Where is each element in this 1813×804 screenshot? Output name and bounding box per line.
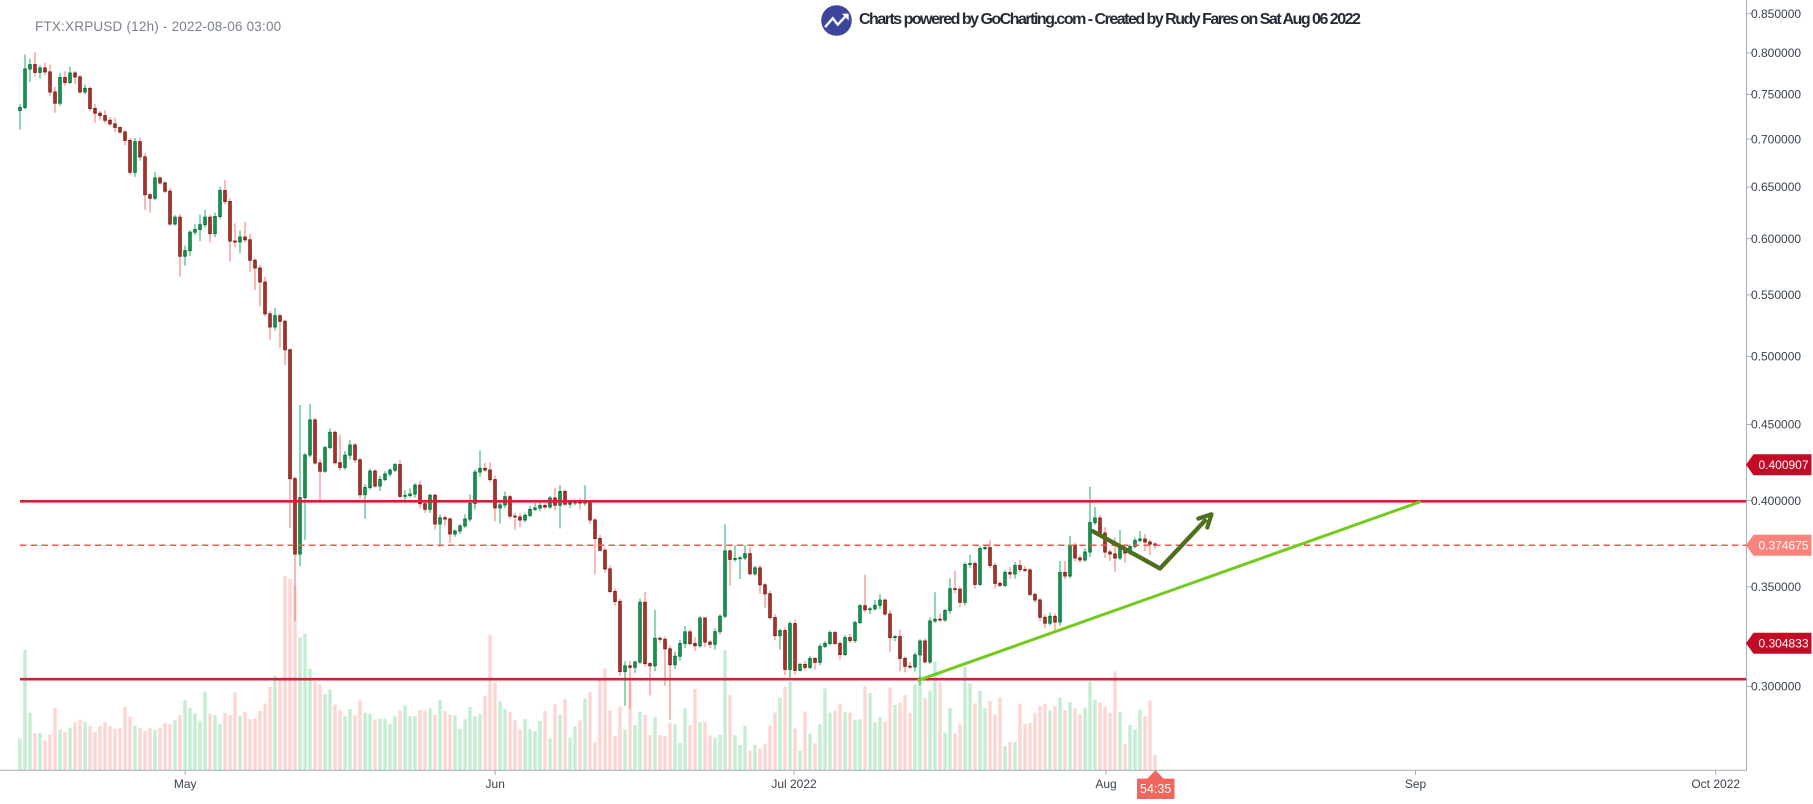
svg-text:0.700000: 0.700000	[1751, 132, 1801, 146]
svg-text:0.350000: 0.350000	[1751, 580, 1801, 594]
svg-text:0.850000: 0.850000	[1751, 7, 1801, 21]
svg-text:Aug: Aug	[1095, 777, 1116, 791]
svg-text:0.400000: 0.400000	[1751, 494, 1801, 508]
svg-text:0.400907: 0.400907	[1758, 458, 1808, 472]
svg-text:Oct 2022: Oct 2022	[1691, 777, 1740, 791]
svg-text:0.550000: 0.550000	[1751, 288, 1801, 302]
svg-text:54:35: 54:35	[1140, 782, 1171, 796]
svg-text:May: May	[174, 777, 197, 791]
svg-text:0.450000: 0.450000	[1751, 418, 1801, 432]
svg-text:0.750000: 0.750000	[1751, 88, 1801, 102]
svg-text:Jul 2022: Jul 2022	[771, 777, 817, 791]
svg-text:0.374675: 0.374675	[1758, 538, 1808, 552]
svg-text:Sep: Sep	[1405, 777, 1427, 791]
svg-text:0.304833: 0.304833	[1758, 637, 1808, 651]
svg-text:0.650000: 0.650000	[1751, 180, 1801, 194]
svg-text:0.800000: 0.800000	[1751, 46, 1801, 60]
svg-text:0.300000: 0.300000	[1751, 680, 1801, 694]
svg-text:0.600000: 0.600000	[1751, 232, 1801, 246]
svg-text:0.500000: 0.500000	[1751, 350, 1801, 364]
svg-text:Jun: Jun	[486, 777, 505, 791]
